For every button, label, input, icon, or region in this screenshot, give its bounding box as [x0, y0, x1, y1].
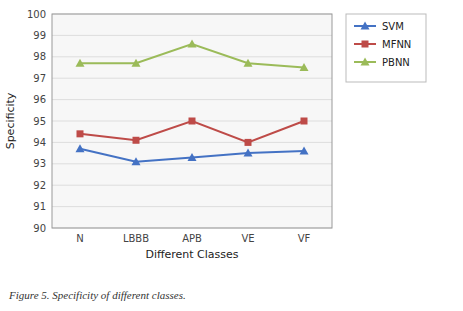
point: [188, 153, 197, 161]
grid-line: [52, 185, 332, 186]
y-tick-label: 98: [33, 51, 46, 62]
series: [77, 118, 308, 146]
y-axis-label: Specificity: [4, 92, 17, 149]
series: [76, 144, 309, 165]
legend-marker: [361, 58, 370, 66]
grid-line: [52, 206, 332, 207]
legend-label: PBNN: [382, 57, 410, 68]
grid-line: [52, 78, 332, 79]
legend-label: MFNN: [382, 39, 411, 50]
legend: SVM MFNN PBNN: [346, 14, 426, 82]
point: [301, 118, 308, 125]
y-tick-label: 91: [33, 201, 46, 212]
point: [133, 137, 140, 144]
series: [76, 39, 309, 71]
point: [244, 59, 253, 67]
point: [245, 139, 252, 146]
plot-frame: [52, 14, 332, 228]
point: [132, 157, 141, 165]
point: [77, 130, 84, 137]
series-group: [76, 39, 309, 165]
y-tick-label: 97: [33, 73, 46, 84]
x-tick-label: LBBB: [123, 233, 149, 244]
plot-area: [52, 14, 332, 228]
grid-line: [52, 56, 332, 57]
point: [76, 59, 85, 67]
legend-marker: [362, 41, 369, 48]
y-tick-label: 92: [33, 180, 46, 191]
grid-line: [52, 35, 332, 36]
chart: 90 91 92 93 94 95 96 97 98 99 100 N LBBB APB VE VF Diffe…: [0, 0, 463, 311]
x-tick-label: APB: [182, 233, 202, 244]
y-tick-label: 90: [33, 223, 46, 234]
y-tick-label: 94: [33, 137, 46, 148]
x-tick-label: N: [76, 233, 83, 244]
y-tick-label: 100: [27, 9, 46, 20]
y-tick-label: 93: [33, 158, 46, 169]
y-axis: 90 91 92 93 94 95 96 97 98 99 100: [27, 9, 332, 234]
point: [244, 149, 253, 157]
chart-container: 90 91 92 93 94 95 96 97 98 99 100 N LBBB APB VE VF Diffe…: [0, 0, 463, 311]
legend-frame: [346, 14, 426, 82]
y-tick-label: 95: [33, 116, 46, 127]
caption: Figure 5. Specificity of different class…: [8, 289, 186, 301]
point: [300, 146, 309, 154]
x-tick-label: VF: [298, 233, 311, 244]
grid-line: [52, 99, 332, 100]
x-axis: N LBBB APB VE VF: [76, 233, 310, 244]
y-tick-label: 99: [33, 30, 46, 41]
grid-line: [52, 163, 332, 164]
point: [189, 118, 196, 125]
x-tick-label: VE: [241, 233, 254, 244]
grid-line: [52, 142, 332, 143]
point: [132, 59, 141, 67]
series-line: [80, 44, 304, 68]
point: [300, 63, 309, 71]
x-axis-label: Different Classes: [145, 248, 238, 261]
y-tick-label: 96: [33, 94, 46, 105]
legend-marker: [361, 22, 370, 30]
legend-label: SVM: [382, 21, 404, 32]
point: [188, 39, 197, 47]
point: [76, 144, 85, 152]
series-line: [80, 149, 304, 162]
